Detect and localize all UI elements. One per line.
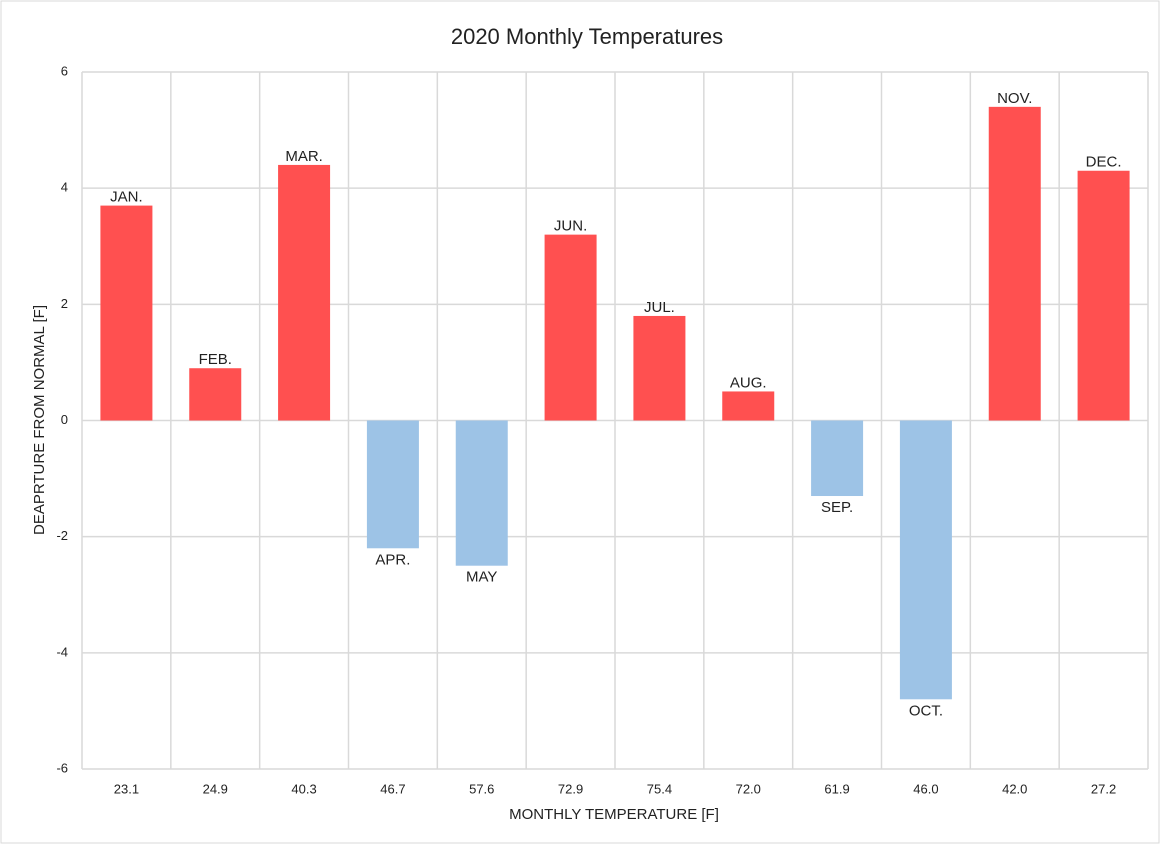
bar-label: OCT. [909,702,943,719]
bar [988,106,1041,421]
bar-label: NOV. [997,90,1032,107]
y-tick-label: -2 [56,528,68,543]
y-tick-label: -6 [56,760,68,775]
x-tick-label: 23.1 [114,781,139,796]
bar [455,420,508,566]
bar [366,420,419,549]
bar-label: MAY [466,569,497,586]
x-tick-label: 40.3 [291,781,316,796]
y-tick-label: 2 [61,296,68,311]
y-axis-title: DEAPRTURE FROM NORMAL [F] [31,305,48,535]
x-tick-label: 42.0 [1002,781,1027,796]
x-tick-label: 72.9 [558,781,583,796]
bar [189,368,242,421]
bar-label: DEC. [1086,154,1122,171]
bar-label: AUG. [730,374,767,391]
x-tick-label: 46.7 [380,781,405,796]
bar [899,420,952,700]
x-tick-label: 46.0 [913,781,938,796]
x-tick-label: 24.9 [203,781,228,796]
bar [633,315,686,421]
bar [100,205,153,421]
bar-label: JUL. [644,299,675,316]
y-tick-label: 0 [61,412,68,427]
y-tick-label: 4 [61,180,68,195]
bar-label: MAR. [285,148,323,165]
x-tick-label: 27.2 [1091,781,1116,796]
y-tick-label: 6 [61,63,68,78]
bar-label: JAN. [110,189,143,206]
chart-title: 2020 Monthly Temperatures [451,24,723,49]
bar-label: FEB. [199,351,232,368]
x-axis-title: MONTHLY TEMPERATURE [F] [509,806,719,823]
x-tick-label: 75.4 [647,781,672,796]
y-tick-label: -4 [56,644,68,659]
x-tick-label: 72.0 [736,781,761,796]
x-tick-label: 61.9 [824,781,849,796]
bar-label: JUN. [554,218,587,235]
bar [278,164,331,421]
x-tick-label: 57.6 [469,781,494,796]
bar-label: APR. [375,551,410,568]
bar-label: SEP. [821,499,853,516]
bar [544,234,597,421]
bar [811,420,864,497]
bar [722,391,775,421]
bar [1077,170,1130,421]
